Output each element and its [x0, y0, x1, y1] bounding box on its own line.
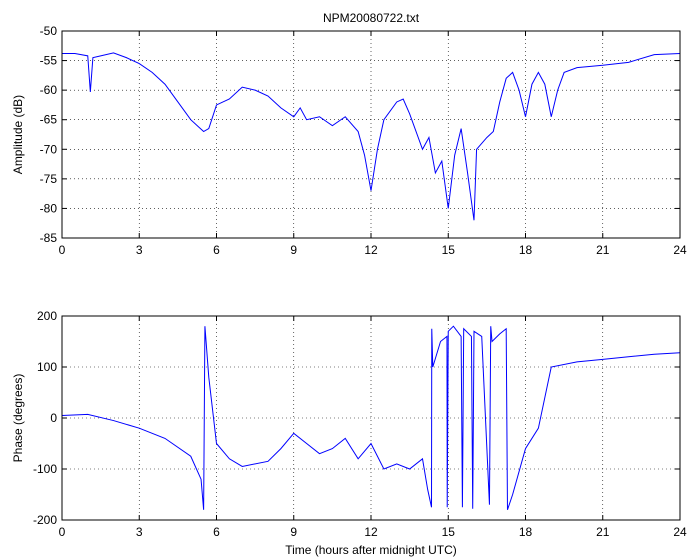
y-tick-label: -65 — [40, 113, 58, 127]
x-tick-label: 6 — [213, 525, 220, 539]
x-tick-label: 21 — [596, 243, 610, 257]
y-tick-label: 200 — [37, 309, 57, 323]
x-tick-label: 12 — [364, 525, 378, 539]
y-axis-label: Amplitude (dB) — [11, 95, 25, 174]
y-tick-label: -80 — [40, 201, 58, 215]
y-tick-label: -85 — [40, 231, 58, 245]
x-tick-label: 3 — [136, 243, 143, 257]
y-tick-label: -100 — [33, 462, 57, 476]
axes-box — [61, 30, 681, 239]
data-line — [61, 325, 681, 510]
y-tick-label: 0 — [50, 411, 57, 425]
data-line — [62, 52, 681, 221]
plot-area — [62, 31, 680, 238]
y-axis-label: Phase (degrees) — [11, 374, 25, 463]
x-tick-label: 9 — [290, 525, 297, 539]
y-tick-label: -60 — [40, 83, 58, 97]
y-tick-label: -55 — [40, 54, 58, 68]
x-tick-label: 3 — [136, 525, 143, 539]
x-tick-label: 6 — [213, 243, 220, 257]
x-tick-label: 18 — [519, 243, 533, 257]
x-tick-label: 21 — [596, 525, 610, 539]
y-tick-label: -200 — [33, 513, 57, 527]
x-tick-label: 24 — [673, 525, 687, 539]
y-tick-label: -75 — [40, 172, 58, 186]
x-tick-label: 24 — [673, 243, 687, 257]
y-tick-label: -70 — [40, 142, 58, 156]
x-tick-label: 12 — [364, 243, 378, 257]
x-tick-label: 9 — [290, 243, 297, 257]
axes-box — [61, 315, 681, 521]
x-tick-label: 18 — [519, 525, 533, 539]
x-tick-label: 0 — [59, 525, 66, 539]
y-tick-label: 100 — [37, 360, 57, 374]
x-tick-label: 15 — [442, 525, 456, 539]
y-tick-label: -50 — [40, 24, 58, 38]
x-tick-label: 15 — [442, 243, 456, 257]
x-tick-label: 0 — [59, 243, 66, 257]
chart-title: NPM20080722.txt — [323, 11, 420, 25]
x-axis-label: Time (hours after midnight UTC) — [285, 543, 457, 557]
